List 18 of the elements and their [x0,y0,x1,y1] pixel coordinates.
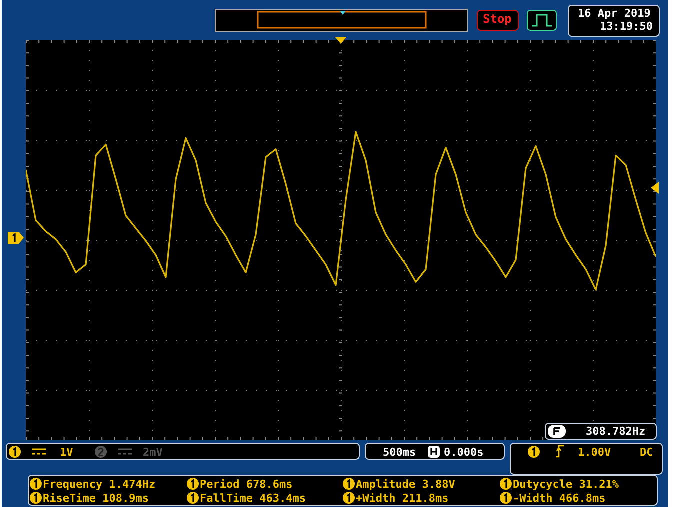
text: Stop [483,12,512,26]
text: +Width 211.8ms [356,492,449,505]
text: DC [640,446,654,459]
text: Frequency 1.474Hz [43,478,156,491]
text: 500ms [383,446,416,459]
text: Dutycycle 31.21% [513,478,619,491]
text: FallTime 463.4ms [200,492,306,505]
text: 2mV [143,446,163,459]
text: 308.782Hz [586,425,646,438]
text: RiseTime 108.9ms [43,492,149,505]
text: -Width 466.8ms [513,492,606,505]
text: Period 678.6ms [200,478,293,491]
text: 1.00V [578,446,612,459]
text: Amplitude 3.88V [356,478,456,491]
text: 0.000s [444,446,484,459]
text: 13:19:50 [600,20,653,33]
text: 16 Apr 2019 [578,7,651,20]
text: 1V [60,446,74,459]
